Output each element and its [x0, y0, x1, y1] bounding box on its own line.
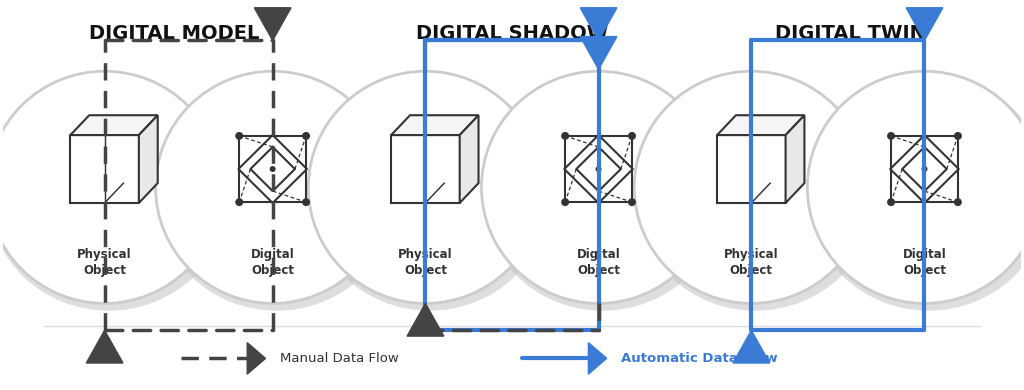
Polygon shape [733, 330, 770, 363]
Polygon shape [581, 37, 616, 69]
Polygon shape [460, 115, 478, 203]
Ellipse shape [887, 198, 895, 206]
Ellipse shape [561, 198, 569, 206]
Text: DIGITAL MODEL: DIGITAL MODEL [89, 24, 259, 43]
Ellipse shape [628, 132, 636, 140]
Polygon shape [589, 343, 606, 374]
Text: Manual Data Flow: Manual Data Flow [280, 352, 398, 365]
Polygon shape [391, 115, 478, 135]
Ellipse shape [308, 75, 551, 311]
Text: Digital
Object: Digital Object [577, 248, 621, 277]
Polygon shape [785, 115, 805, 203]
Ellipse shape [269, 166, 275, 172]
Polygon shape [139, 115, 158, 203]
Text: Automatic Data Flow: Automatic Data Flow [621, 352, 777, 365]
Ellipse shape [156, 71, 390, 303]
Ellipse shape [634, 75, 877, 311]
Polygon shape [581, 8, 616, 41]
Ellipse shape [481, 75, 724, 311]
Polygon shape [408, 303, 443, 336]
Ellipse shape [0, 71, 222, 303]
Ellipse shape [887, 132, 895, 140]
Ellipse shape [308, 71, 543, 303]
Polygon shape [247, 343, 265, 374]
Ellipse shape [634, 71, 868, 303]
Ellipse shape [0, 75, 230, 311]
Ellipse shape [954, 198, 962, 206]
Ellipse shape [807, 71, 1024, 303]
Ellipse shape [954, 132, 962, 140]
Ellipse shape [628, 198, 636, 206]
Ellipse shape [922, 166, 928, 172]
Polygon shape [906, 8, 943, 41]
Polygon shape [254, 8, 291, 41]
Ellipse shape [561, 132, 569, 140]
Ellipse shape [236, 198, 244, 206]
Text: Physical
Object: Physical Object [724, 248, 778, 277]
Ellipse shape [596, 166, 601, 172]
Ellipse shape [302, 132, 310, 140]
Text: DIGITAL SHADOW: DIGITAL SHADOW [416, 24, 608, 43]
Text: DIGITAL TWIN: DIGITAL TWIN [775, 24, 926, 43]
Ellipse shape [807, 75, 1024, 311]
Ellipse shape [236, 132, 244, 140]
Ellipse shape [302, 198, 310, 206]
Text: Physical
Object: Physical Object [77, 248, 132, 277]
Polygon shape [71, 115, 158, 135]
Text: Physical
Object: Physical Object [398, 248, 453, 277]
Polygon shape [717, 115, 805, 135]
Text: Digital
Object: Digital Object [902, 248, 946, 277]
Polygon shape [86, 330, 123, 363]
Text: Digital
Object: Digital Object [251, 248, 295, 277]
Ellipse shape [481, 71, 716, 303]
Ellipse shape [156, 75, 398, 311]
